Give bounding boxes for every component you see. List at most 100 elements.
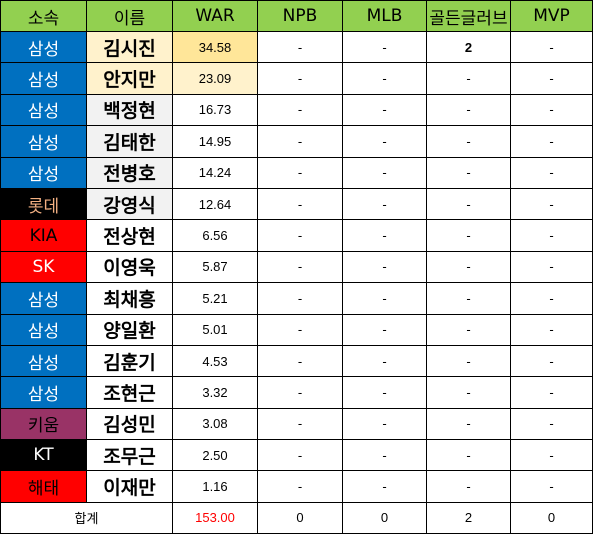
golden-glove-cell[interactable]: -	[426, 376, 511, 409]
npb-cell[interactable]: -	[257, 250, 343, 284]
mvp-cell[interactable]: -	[510, 439, 593, 472]
mlb-cell[interactable]: -	[342, 282, 427, 315]
war-cell[interactable]: 34.58	[172, 30, 258, 64]
name-cell[interactable]: 안지만	[86, 62, 173, 95]
name-cell[interactable]: 조현근	[86, 376, 173, 409]
golden-glove-cell[interactable]: -	[426, 439, 511, 472]
mvp-cell[interactable]: -	[510, 313, 593, 346]
total-mvp-cell[interactable]: 0	[510, 501, 593, 534]
mlb-cell[interactable]: -	[342, 125, 427, 158]
header-golden-glove[interactable]: 골든글러브	[426, 0, 511, 32]
npb-cell[interactable]: -	[257, 219, 343, 252]
war-cell[interactable]: 5.01	[172, 313, 258, 346]
war-cell[interactable]: 2.50	[172, 439, 258, 472]
mlb-cell[interactable]: -	[342, 376, 427, 409]
team-cell[interactable]: 삼성	[0, 62, 87, 95]
total-war-cell[interactable]: 153.00	[172, 501, 258, 534]
header-name[interactable]: 이름	[86, 0, 173, 32]
mlb-cell[interactable]: -	[342, 407, 427, 441]
team-cell[interactable]: 해태	[0, 470, 87, 503]
total-mlb-cell[interactable]: 0	[342, 501, 427, 534]
mlb-cell[interactable]: -	[342, 187, 427, 221]
golden-glove-cell[interactable]: -	[426, 219, 511, 252]
header-team[interactable]: 소속	[0, 0, 87, 32]
mvp-cell[interactable]: -	[510, 470, 593, 503]
mvp-cell[interactable]: -	[510, 282, 593, 315]
total-label-cell[interactable]: 합계	[0, 501, 173, 534]
npb-cell[interactable]: -	[257, 313, 343, 346]
mlb-cell[interactable]: -	[342, 439, 427, 472]
mvp-cell[interactable]: -	[510, 219, 593, 252]
header-mlb[interactable]: MLB	[342, 0, 427, 32]
team-cell[interactable]: 키움	[0, 407, 87, 441]
golden-glove-cell[interactable]: -	[426, 93, 511, 127]
war-cell[interactable]: 3.32	[172, 376, 258, 409]
golden-glove-cell[interactable]: -	[426, 282, 511, 315]
name-cell[interactable]: 조무근	[86, 439, 173, 472]
war-cell[interactable]: 4.53	[172, 344, 258, 378]
name-cell[interactable]: 전병호	[86, 156, 173, 189]
team-cell[interactable]: 삼성	[0, 313, 87, 346]
war-cell[interactable]: 16.73	[172, 93, 258, 127]
team-cell[interactable]: 삼성	[0, 156, 87, 189]
war-cell[interactable]: 14.95	[172, 125, 258, 158]
name-cell[interactable]: 김태한	[86, 125, 173, 158]
golden-glove-cell[interactable]: -	[426, 187, 511, 221]
mlb-cell[interactable]: -	[342, 219, 427, 252]
war-cell[interactable]: 12.64	[172, 187, 258, 221]
mlb-cell[interactable]: -	[342, 93, 427, 127]
mvp-cell[interactable]: -	[510, 93, 593, 127]
mvp-cell[interactable]: -	[510, 125, 593, 158]
war-cell[interactable]: 5.87	[172, 250, 258, 284]
war-cell[interactable]: 1.16	[172, 470, 258, 503]
mlb-cell[interactable]: -	[342, 313, 427, 346]
team-cell[interactable]: 삼성	[0, 30, 87, 64]
total-golden-glove-cell[interactable]: 2	[426, 501, 511, 534]
team-cell[interactable]: KIA	[0, 219, 87, 252]
mlb-cell[interactable]: -	[342, 344, 427, 378]
npb-cell[interactable]: -	[257, 62, 343, 95]
team-cell[interactable]: 삼성	[0, 125, 87, 158]
golden-glove-cell[interactable]: -	[426, 156, 511, 189]
team-cell[interactable]: 삼성	[0, 93, 87, 127]
mvp-cell[interactable]: -	[510, 156, 593, 189]
mlb-cell[interactable]: -	[342, 156, 427, 189]
golden-glove-cell[interactable]: -	[426, 313, 511, 346]
header-mvp[interactable]: MVP	[510, 0, 593, 32]
mvp-cell[interactable]: -	[510, 344, 593, 378]
npb-cell[interactable]: -	[257, 187, 343, 221]
golden-glove-cell[interactable]: -	[426, 407, 511, 441]
name-cell[interactable]: 이재만	[86, 470, 173, 503]
name-cell[interactable]: 강영식	[86, 187, 173, 221]
war-cell[interactable]: 23.09	[172, 62, 258, 95]
golden-glove-cell[interactable]: -	[426, 470, 511, 503]
golden-glove-cell[interactable]: 2	[426, 30, 511, 64]
npb-cell[interactable]: -	[257, 376, 343, 409]
golden-glove-cell[interactable]: -	[426, 62, 511, 95]
team-cell[interactable]: SK	[0, 250, 87, 284]
war-cell[interactable]: 3.08	[172, 407, 258, 441]
npb-cell[interactable]: -	[257, 439, 343, 472]
npb-cell[interactable]: -	[257, 344, 343, 378]
npb-cell[interactable]: -	[257, 282, 343, 315]
npb-cell[interactable]: -	[257, 93, 343, 127]
name-cell[interactable]: 전상현	[86, 219, 173, 252]
golden-glove-cell[interactable]: -	[426, 344, 511, 378]
mvp-cell[interactable]: -	[510, 187, 593, 221]
name-cell[interactable]: 김성민	[86, 407, 173, 441]
mvp-cell[interactable]: -	[510, 407, 593, 441]
mvp-cell[interactable]: -	[510, 30, 593, 64]
war-cell[interactable]: 6.56	[172, 219, 258, 252]
mlb-cell[interactable]: -	[342, 250, 427, 284]
header-npb[interactable]: NPB	[257, 0, 343, 32]
team-cell[interactable]: KT	[0, 439, 87, 472]
team-cell[interactable]: 삼성	[0, 282, 87, 315]
total-npb-cell[interactable]: 0	[257, 501, 343, 534]
npb-cell[interactable]: -	[257, 470, 343, 503]
mvp-cell[interactable]: -	[510, 250, 593, 284]
name-cell[interactable]: 김시진	[86, 30, 173, 64]
name-cell[interactable]: 이영욱	[86, 250, 173, 284]
golden-glove-cell[interactable]: -	[426, 250, 511, 284]
war-cell[interactable]: 14.24	[172, 156, 258, 189]
npb-cell[interactable]: -	[257, 407, 343, 441]
